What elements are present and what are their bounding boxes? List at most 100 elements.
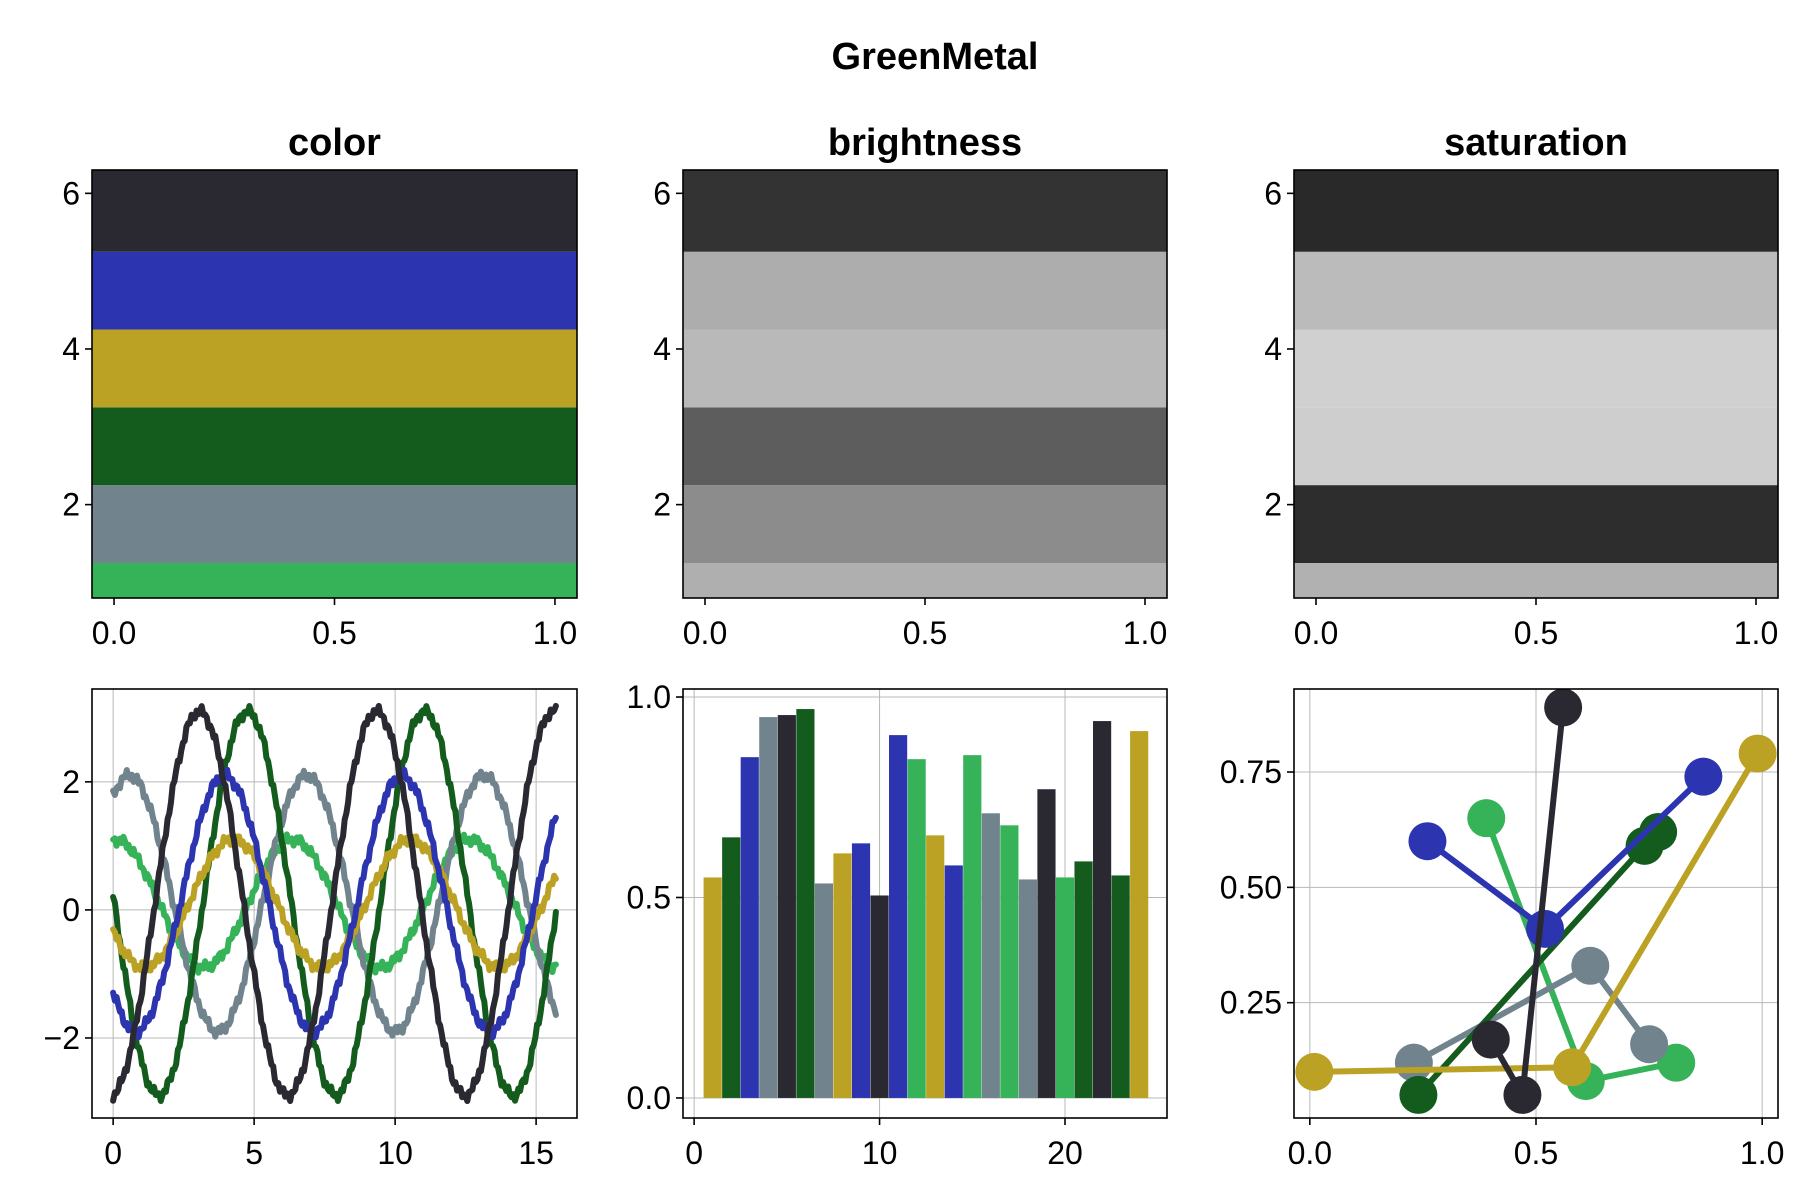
bar	[1000, 825, 1019, 1098]
color-band	[92, 329, 577, 408]
bar	[870, 895, 889, 1098]
color-band	[92, 170, 577, 252]
bar	[981, 813, 1000, 1098]
bar	[907, 759, 926, 1098]
color-band	[683, 251, 1167, 330]
bar	[963, 755, 982, 1098]
color-band	[683, 562, 1167, 598]
data-point	[1684, 757, 1723, 796]
x-tick-label: 0.5	[1514, 1135, 1558, 1171]
y-tick-label: 1.0	[627, 679, 671, 715]
x-tick-label: 0.5	[903, 615, 947, 651]
y-tick-label: 0.0	[627, 1080, 671, 1116]
data-point	[1526, 909, 1565, 948]
data-point	[1503, 1075, 1542, 1114]
series-line	[110, 703, 559, 1104]
panel-saturation: saturation 0.0 0.5 1.0 2 4 6	[1264, 122, 1779, 651]
panel-color: color 0.0 0.5 1.0 2 4 6	[62, 122, 578, 651]
series-line	[110, 702, 559, 1105]
color-band	[1294, 170, 1778, 252]
plot-area	[1294, 170, 1778, 598]
bar	[944, 865, 963, 1098]
bar	[833, 853, 852, 1098]
y-tick-label: 0.50	[1220, 869, 1282, 905]
x-tick-label: 0.5	[1514, 615, 1558, 651]
data-point	[1553, 1048, 1592, 1087]
color-band	[92, 251, 577, 330]
panel-title: brightness	[828, 122, 1022, 164]
y-tick-label: 4	[62, 331, 80, 367]
figure-title: GreenMetal	[832, 36, 1039, 78]
data-point	[1471, 1020, 1510, 1059]
x-tick-label: 0	[685, 1135, 703, 1171]
bar	[1018, 879, 1038, 1098]
x-tick-label: 0.0	[92, 615, 136, 651]
data-point	[1394, 1043, 1433, 1082]
y-tick-label: 2	[62, 487, 80, 523]
data-point	[1571, 946, 1610, 985]
data-point	[1544, 689, 1583, 727]
bar	[814, 883, 834, 1098]
bar	[1093, 721, 1112, 1098]
x-tick-label: 1.0	[1123, 615, 1167, 651]
plot-area	[92, 689, 577, 1118]
x-tick-label: 1.0	[1734, 615, 1778, 651]
bar	[1130, 731, 1149, 1098]
bar	[1037, 789, 1056, 1098]
bar	[851, 843, 871, 1098]
panel-bars: 0 10 20 0.0 0.5 1.0	[627, 679, 1168, 1171]
y-tick-label: 0.5	[627, 879, 671, 915]
y-tick-label: 0.75	[1220, 754, 1282, 790]
data-point	[1399, 1075, 1438, 1114]
color-band	[1294, 251, 1778, 330]
panel-title: saturation	[1444, 122, 1628, 164]
bar	[722, 837, 741, 1098]
color-band	[1294, 562, 1778, 598]
series-line	[110, 833, 559, 974]
series-line	[110, 767, 559, 1040]
bar	[759, 717, 778, 1098]
y-tick-label: 6	[62, 175, 80, 211]
bar	[1055, 877, 1075, 1098]
bar	[1111, 875, 1130, 1098]
x-tick-label: 0	[104, 1135, 122, 1171]
y-tick-label: 2	[1264, 487, 1282, 523]
y-tick-label: 4	[653, 331, 671, 367]
y-tick-label: 0	[62, 892, 80, 928]
bar	[796, 709, 815, 1098]
color-band	[1294, 329, 1778, 408]
x-tick-label: 0.0	[1294, 615, 1338, 651]
x-tick-label: 0.0	[1288, 1135, 1332, 1171]
data-point	[1467, 799, 1506, 838]
x-tick-label: 20	[1047, 1135, 1083, 1171]
y-tick-label: −2	[44, 1020, 80, 1056]
x-tick-label: 0.0	[683, 615, 727, 651]
data-point	[1657, 1043, 1696, 1082]
x-tick-label: 1.0	[533, 615, 577, 651]
color-band	[92, 485, 577, 563]
bar	[926, 835, 945, 1098]
color-band	[92, 407, 577, 486]
plot-area	[1294, 689, 1778, 1118]
data-point	[1639, 813, 1678, 851]
y-tick-label: 0.25	[1220, 985, 1282, 1021]
color-band	[683, 407, 1167, 486]
data-point	[1295, 1052, 1334, 1091]
plot-area	[92, 170, 577, 598]
y-tick-label: 4	[1264, 331, 1282, 367]
panel-title: color	[288, 122, 381, 164]
axes-frame	[682, 688, 1168, 1119]
bar	[740, 757, 759, 1098]
data-point	[1630, 1025, 1669, 1064]
bar	[889, 735, 908, 1098]
bar	[1074, 861, 1093, 1098]
bar	[703, 877, 722, 1098]
bar	[777, 715, 796, 1098]
x-tick-label: 1.0	[1740, 1135, 1784, 1171]
color-band	[1294, 407, 1778, 486]
color-band	[683, 329, 1167, 408]
y-tick-label: 6	[653, 175, 671, 211]
plot-area	[683, 170, 1167, 598]
color-band	[92, 562, 577, 598]
